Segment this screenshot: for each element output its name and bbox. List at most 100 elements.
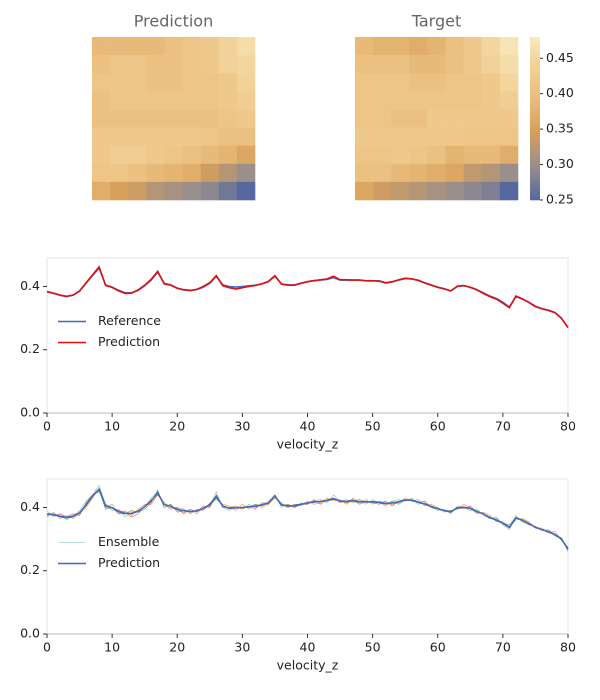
colorbar-segment [530,51,540,54]
colorbar-segment [530,179,540,182]
heatmap-cell [110,37,129,56]
heatmap-cell [427,127,446,146]
colorbar-segment [530,83,540,87]
heatmap-cell [200,55,220,74]
heatmap-cell [373,91,392,110]
heatmap-cell [200,127,220,146]
heatmap-cell [463,37,483,56]
x-tick-label: 0 [43,419,51,434]
heatmap-cell [499,91,519,110]
heatmap-cell [355,73,374,92]
heatmap-cell [146,55,165,74]
colorbar-segment [530,114,540,117]
heatmap-cell [481,145,501,165]
heatmap-cell [463,127,483,146]
colorbar-segment [530,124,540,127]
heatmap-cell [218,127,238,146]
heatmap-cell [499,109,519,128]
heatmap-cell [481,37,501,56]
colorbar-segment [530,63,540,66]
colorbar-segment [530,108,540,111]
heatmap-cell [236,181,256,201]
heatmap-cell [445,181,464,201]
x-tick-label: 30 [234,419,250,434]
heatmap-cell [355,181,374,201]
heatmap-cell [427,37,446,56]
heatmap-cell [164,145,183,165]
heatmap-cell [128,37,147,56]
heatmap-cell [92,163,111,183]
colorbar-segment [530,142,540,146]
heatmap-cell [110,91,129,110]
heatmap-cell [463,109,483,128]
heatmap-cell [391,37,410,56]
heatmap-cell [481,73,501,92]
colorbar-segment [530,171,540,174]
heatmap-cell [110,181,129,201]
colorbar-segment [530,165,540,168]
heatmap-cell [92,91,111,110]
heatmap-cell [499,145,519,165]
heatmap-cell [499,181,519,201]
heatmap-cell [463,163,483,183]
heatmap-cell [463,181,483,201]
colorbar-segment [530,151,540,154]
series-line [46,265,569,329]
colorbar-tick-label: 0.30 [546,156,574,171]
heatmap-cell [218,145,238,165]
heatmap-cell [427,109,446,128]
heatmap-cell [481,163,501,183]
heatmap-cell [481,181,501,201]
heatmap-cell [373,73,392,92]
colorbar-segment [530,43,540,46]
colorbar-segment [530,39,540,42]
colorbar-segment [530,167,540,170]
colorbar-segment [530,118,540,121]
heatmap-cell [110,55,129,74]
colorbar-segment [530,94,540,97]
heatmap-cell [110,163,129,183]
heatmap-cell [128,163,147,183]
colorbar-segment [530,177,540,180]
heatmap-cell [164,181,183,201]
colorbar-segment [530,140,540,144]
heatmap-cell [445,145,464,165]
series-line [46,487,569,550]
heatmap-cell [499,73,519,92]
heatmap-cell [182,145,201,165]
heatmap-cell [499,55,519,74]
heatmap-cell [445,163,464,183]
heatmap-cell [499,163,519,183]
colorbar-segment [530,47,540,50]
heatmap-cell [463,55,483,74]
heatmap-cell [445,127,464,146]
heatmap-cell [391,109,410,128]
heatmap-cell [445,109,464,128]
heatmap-cell [463,145,483,165]
heatmap-cell [164,91,183,110]
legend-label: Reference [98,313,161,328]
heatmap-cell [409,181,428,201]
colorbar-tick-label: 0.45 [546,50,574,65]
colorbar-segment [530,144,540,148]
heatmap-cell [200,73,220,92]
x-tick-label: 70 [495,419,511,434]
heatmap-cell [236,73,256,92]
heatmap-cell [164,73,183,92]
heatmap-cell [182,127,201,146]
heatmap-cell [200,145,220,165]
heatmap-cell [236,55,256,74]
heatmap-cell [218,109,238,128]
y-tick-label: 0.2 [20,562,40,577]
x-tick-label: 0 [43,640,51,655]
heatmap-cell [200,109,220,128]
x-tick-label: 40 [300,419,316,434]
heatmap-cell [236,109,256,128]
heatmap-cell [218,55,238,74]
heatmap-cell [499,37,519,56]
heatmap-cell [164,37,183,56]
heatmap-cell [182,91,201,110]
heatmap-cell [218,181,238,201]
colorbar-segment [530,102,540,105]
